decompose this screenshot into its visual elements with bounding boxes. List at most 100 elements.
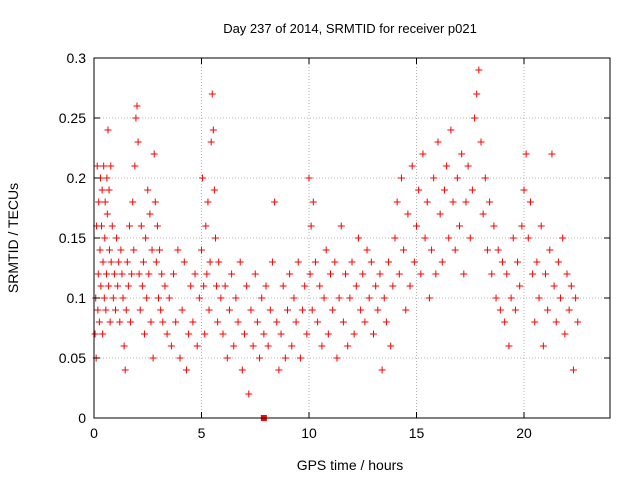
data-point (329, 306, 337, 314)
data-point (158, 270, 166, 278)
data-point (365, 294, 373, 302)
data-point (142, 234, 150, 242)
data-point (103, 174, 111, 182)
data-point (490, 222, 498, 230)
data-point (499, 258, 506, 266)
data-point (266, 306, 274, 314)
data-point (123, 258, 131, 266)
data-point (99, 330, 107, 338)
data-point (333, 354, 341, 362)
y-axis-label: SRMTID / TECUs (5, 183, 21, 293)
data-point (486, 198, 494, 206)
data-point (339, 318, 347, 326)
data-point (145, 270, 153, 278)
data-point (151, 198, 159, 206)
data-point (236, 258, 244, 266)
data-point (548, 150, 556, 158)
data-point (232, 294, 240, 302)
data-point (419, 150, 427, 158)
data-point (124, 282, 132, 290)
y-tick-label: 0.3 (67, 50, 87, 66)
data-point (234, 318, 242, 326)
data-point (535, 294, 543, 302)
data-point (303, 330, 311, 338)
chart-title: Day 237 of 2014, SRMTID for receiver p02… (223, 21, 477, 36)
data-point (102, 270, 110, 278)
data-point (195, 294, 203, 302)
data-point (94, 306, 102, 314)
data-point (554, 258, 562, 266)
data-point (180, 258, 188, 266)
data-point (382, 318, 390, 326)
data-point (107, 258, 115, 266)
data-point (346, 294, 354, 302)
data-point (372, 282, 380, 290)
data-point (395, 270, 403, 278)
data-point (253, 318, 261, 326)
data-point (207, 138, 215, 146)
data-point (342, 270, 350, 278)
data-point (561, 330, 569, 338)
data-point (149, 354, 157, 362)
data-point (167, 342, 175, 350)
data-point (210, 186, 218, 194)
data-point (438, 258, 446, 266)
data-point (258, 294, 266, 302)
data-point (223, 354, 231, 362)
data-point (393, 198, 401, 206)
data-point (481, 174, 489, 182)
data-point (434, 138, 442, 146)
data-point (159, 318, 167, 326)
data-point (121, 366, 129, 374)
data-point (215, 258, 223, 266)
data-point (176, 354, 184, 362)
data-point (445, 234, 453, 242)
data-point (113, 234, 121, 242)
data-point (156, 246, 164, 254)
data-point (464, 162, 472, 170)
data-point (479, 210, 487, 218)
data-point (245, 390, 253, 398)
data-point (134, 138, 142, 146)
data-point (526, 198, 534, 206)
data-point (397, 174, 405, 182)
data-point (524, 234, 532, 242)
data-point (296, 354, 304, 362)
data-point (415, 186, 423, 194)
data-point (271, 198, 279, 206)
data-point (400, 246, 408, 254)
data-points (91, 66, 582, 421)
data-point (95, 198, 103, 206)
data-point (322, 246, 330, 254)
data-point (165, 294, 173, 302)
data-point (170, 270, 178, 278)
data-point (204, 198, 212, 206)
data-point (268, 258, 276, 266)
x-tick-label: 5 (198, 425, 206, 441)
data-point (127, 318, 135, 326)
data-point (152, 258, 160, 266)
data-point (100, 294, 108, 302)
data-point (150, 150, 158, 158)
data-point (214, 318, 222, 326)
data-point (108, 222, 116, 230)
data-point (423, 198, 431, 206)
data-point (284, 306, 291, 314)
data-point (198, 246, 205, 254)
data-point (477, 138, 485, 146)
data-point (496, 306, 504, 314)
data-point (225, 306, 233, 314)
data-point (117, 246, 125, 254)
data-point (281, 354, 289, 362)
data-point (249, 342, 257, 350)
data-point (305, 174, 313, 182)
data-point (370, 330, 377, 338)
axis-ticks: 0 0.05 0.1 0.15 0.2 0.25 0.3 0 5 10 15 20 (59, 50, 610, 441)
data-point (516, 282, 524, 290)
data-point (185, 330, 193, 338)
y-tick-label: 0.1 (67, 290, 87, 306)
data-point (256, 354, 264, 362)
data-point (136, 306, 144, 314)
data-point (112, 306, 119, 314)
data-point (125, 222, 133, 230)
